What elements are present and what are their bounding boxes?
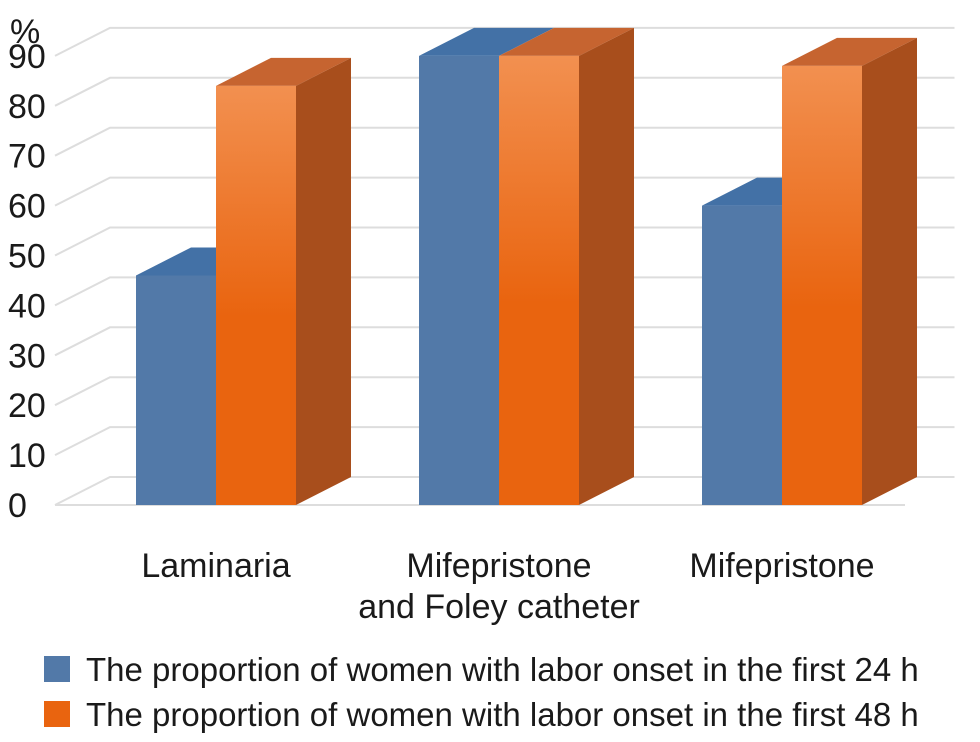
gridline (54, 276, 955, 307)
bar-48h-front (216, 85, 296, 505)
bar-24h-front (136, 275, 216, 505)
legend-swatch (44, 656, 70, 682)
bar-24h-front (419, 55, 499, 506)
x-category-label: and Foley catheter (358, 588, 640, 626)
x-category-label: Laminaria (141, 547, 290, 585)
x-category-label: Mifepristone (406, 547, 591, 585)
y-tick-label: 30 (8, 337, 46, 375)
y-tick-label: 50 (8, 238, 46, 276)
y-tick-label: 20 (8, 387, 46, 425)
bar-24h-front (702, 205, 782, 505)
legend-label: The proportion of women with labor onset… (86, 651, 919, 688)
bar-48h (216, 57, 351, 506)
bar-24h (419, 27, 554, 506)
bars (136, 27, 917, 506)
bar-48h-top (499, 27, 634, 56)
x-category-label: Mifepristone (689, 547, 874, 585)
y-axis-unit-label: % (10, 13, 40, 51)
bar-48h (499, 27, 634, 506)
y-tick-label: 0 (8, 487, 27, 525)
gridlines (54, 26, 955, 506)
bar-48h (782, 37, 917, 505)
gridline (54, 376, 955, 407)
bar-48h-front (499, 55, 579, 506)
legend-label: The proportion of women with labor onset… (86, 696, 919, 733)
y-tick-label: 70 (8, 138, 46, 176)
bar-48h-side (296, 57, 351, 506)
gridline (54, 126, 955, 157)
bar-48h-top (782, 37, 917, 66)
gridline (54, 76, 955, 107)
bar-group (136, 57, 351, 506)
bar-48h-side (862, 37, 917, 505)
bar-24h (136, 247, 271, 505)
y-tick-label: 60 (8, 188, 46, 226)
bar-48h-front (782, 65, 862, 505)
legend-swatch (44, 701, 70, 727)
legend: The proportion of women with labor onset… (44, 651, 919, 733)
gridline (54, 26, 955, 57)
y-tick-label: 10 (8, 437, 46, 475)
gridline (54, 426, 955, 456)
y-tick-label: 90 (8, 38, 46, 76)
bar-group (702, 37, 917, 505)
gridline (54, 176, 955, 207)
y-tick-label: 80 (8, 88, 46, 126)
gridline (54, 326, 955, 357)
gridline (54, 226, 955, 257)
y-axis: 0 10 20 30 40 50 60 70 80 90% (8, 13, 46, 525)
bar-group (419, 27, 634, 506)
bar-48h-top (216, 57, 351, 86)
bar-24h-top (419, 27, 554, 56)
y-tick-label: 40 (8, 287, 46, 325)
bar-48h-side (579, 27, 634, 506)
